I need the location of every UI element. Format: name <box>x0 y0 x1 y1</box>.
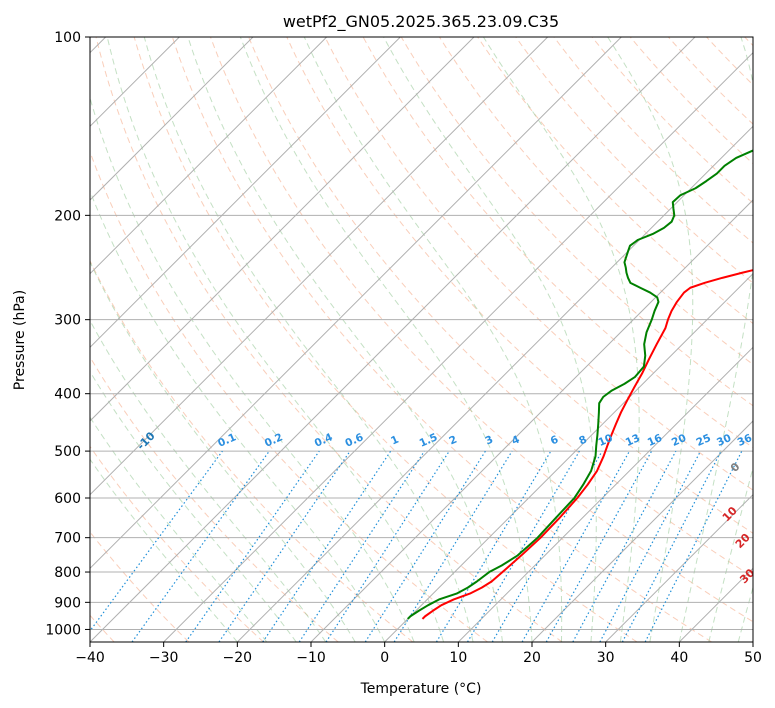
isotherm-line <box>457 346 753 642</box>
y-tick-label: 700 <box>54 531 81 547</box>
isotherm-line <box>531 420 753 642</box>
moist-adiabat-line <box>383 37 597 642</box>
moist-adiabat-line <box>90 416 268 642</box>
dry-adiabat-line <box>591 37 753 204</box>
mixing-ratio-label: 36 <box>736 432 754 449</box>
mixing-ratio-line <box>185 450 320 642</box>
mixing-ratio-line <box>491 450 603 642</box>
mixing-ratio-label: 2 <box>447 434 459 448</box>
mixing-ratio-label: 25 <box>695 432 713 449</box>
isotherm-line <box>90 37 328 275</box>
mixing-ratio-line <box>435 450 552 642</box>
isotherm-line <box>90 37 401 349</box>
axes: −40 −30 −20 −10 0 10 20 30 40 50 100 200 300 400 500 60… <box>45 30 762 666</box>
series-layer <box>407 149 753 620</box>
isotherm-line <box>90 37 254 201</box>
moist-adiabat-line <box>239 37 533 642</box>
moist-adiabat-line <box>187 37 504 642</box>
isotherm-line <box>384 272 753 642</box>
dry-adiabat-line <box>515 37 753 284</box>
x-tick-label: 10 <box>449 650 467 666</box>
mixing-ratio-line <box>466 450 580 642</box>
isotherm-line <box>90 37 549 496</box>
isotherm-line <box>310 199 753 642</box>
mixing-ratio-label: 30 <box>715 432 733 449</box>
mixing-ratio-label: 8 <box>577 434 589 448</box>
mixing-ratio-line <box>545 450 653 642</box>
grid-layer <box>90 37 753 642</box>
y-tick-label: 400 <box>54 387 81 403</box>
dry-adiabat-line <box>629 37 753 165</box>
y-tick-label: 100 <box>54 30 81 46</box>
mixing-ratio-label: 16 <box>646 432 664 449</box>
mixing-ratio-line <box>218 450 351 642</box>
dry-adiabat-line <box>248 37 753 578</box>
isotherm-line <box>236 125 753 642</box>
moist-adiabat-line <box>303 37 563 642</box>
mixing-ratio-line <box>364 450 486 642</box>
moist-adiabat-line <box>678 37 753 642</box>
dry-adiabat-line <box>477 37 753 325</box>
dry-adiabat-line <box>324 37 753 491</box>
moist-adiabat-line <box>737 585 753 642</box>
mixing-ratio-label: 1 <box>389 434 401 448</box>
chart-title: wetPf2_GN05.2025.365.23.09.C35 <box>283 12 559 32</box>
x-tick-label: −10 <box>296 650 326 666</box>
temperature-profile-line <box>421 269 753 620</box>
dry-adiabat-line <box>95 37 563 642</box>
y-tick-label: 1000 <box>45 622 81 638</box>
x-tick-label: 40 <box>670 650 688 666</box>
x-tick-label: 50 <box>744 650 762 666</box>
dry-adiabat-line <box>210 37 753 623</box>
moist-adiabat-line <box>708 466 753 642</box>
dry-adiabat-line <box>171 37 712 642</box>
isotherm-line <box>90 37 475 422</box>
y-tick-label: 800 <box>54 565 81 581</box>
moist-adiabat-line <box>90 319 327 642</box>
moist-adiabat-line <box>90 260 356 642</box>
mixing-ratio-label: 4 <box>510 434 522 448</box>
dry-adiabat-line <box>90 445 264 642</box>
mixing-ratio-line <box>521 450 631 642</box>
moist-adiabat-line <box>607 37 694 642</box>
moist-adiabat-line <box>90 458 238 642</box>
x-tick-label: −40 <box>75 650 105 666</box>
mixing-ratio-label: 20 <box>670 432 688 449</box>
y-tick-label: 600 <box>54 491 81 507</box>
mixing-ratio-label: 13 <box>624 432 642 449</box>
mixing-ratio-line <box>393 450 513 642</box>
mixing-ratio-line <box>325 450 450 642</box>
y-tick-label: 900 <box>54 595 81 611</box>
x-tick-label: 20 <box>523 650 541 666</box>
moist-adiabat-line <box>90 189 386 642</box>
y-tick-label: 500 <box>54 444 81 460</box>
dry-adiabat-line <box>400 37 753 407</box>
isotherm-line <box>163 51 753 642</box>
dewpoint-profile-line <box>407 149 753 620</box>
plot-background <box>90 37 753 642</box>
plot-frame <box>89 36 754 643</box>
x-tick-label: 30 <box>597 650 615 666</box>
y-tick-label: 200 <box>54 208 81 224</box>
isotherm-line <box>90 37 622 570</box>
isotherm-line <box>605 493 753 642</box>
mixing-ratio-line <box>572 450 677 642</box>
moist-adiabat-line <box>90 96 415 642</box>
moist-adiabat-line <box>90 370 297 642</box>
mixing-ratio-label: 6 <box>549 434 561 448</box>
dry-adiabat-line <box>90 259 414 642</box>
x-tick-label: −30 <box>149 650 179 666</box>
isotherm-line <box>90 37 696 642</box>
x-tick-label: 0 <box>380 650 389 666</box>
y-axis-label: Pressure (hPa) <box>12 290 28 390</box>
moist-adiabat-line <box>482 37 640 642</box>
x-axis-label: Temperature (°C) <box>360 681 482 697</box>
mixing-ratio-label: 10 <box>596 432 614 449</box>
x-tick-label: −20 <box>223 650 253 666</box>
moist-adiabat-line <box>106 37 445 642</box>
dry-adiabat-line <box>133 37 638 642</box>
y-tick-label: 300 <box>54 313 81 329</box>
mixing-ratio-label: 3 <box>483 434 495 448</box>
